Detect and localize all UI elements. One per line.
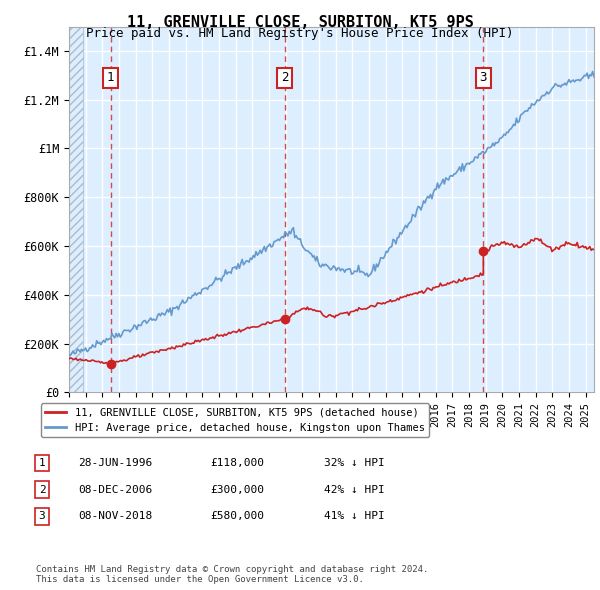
Text: 1: 1 bbox=[38, 458, 46, 468]
Text: 42% ↓ HPI: 42% ↓ HPI bbox=[324, 485, 385, 494]
Text: £300,000: £300,000 bbox=[210, 485, 264, 494]
Text: £580,000: £580,000 bbox=[210, 512, 264, 521]
Text: 28-JUN-1996: 28-JUN-1996 bbox=[78, 458, 152, 468]
Text: 2: 2 bbox=[281, 71, 288, 84]
Text: £118,000: £118,000 bbox=[210, 458, 264, 468]
Bar bbox=[69, 27, 83, 392]
Text: Price paid vs. HM Land Registry's House Price Index (HPI): Price paid vs. HM Land Registry's House … bbox=[86, 27, 514, 40]
Text: Contains HM Land Registry data © Crown copyright and database right 2024.
This d: Contains HM Land Registry data © Crown c… bbox=[36, 565, 428, 584]
Text: 3: 3 bbox=[479, 71, 487, 84]
Text: 1: 1 bbox=[107, 71, 114, 84]
Text: 41% ↓ HPI: 41% ↓ HPI bbox=[324, 512, 385, 521]
Legend: 11, GRENVILLE CLOSE, SURBITON, KT5 9PS (detached house), HPI: Average price, det: 11, GRENVILLE CLOSE, SURBITON, KT5 9PS (… bbox=[41, 404, 429, 437]
Bar bbox=[69, 27, 83, 392]
Text: 3: 3 bbox=[38, 512, 46, 521]
Text: 2: 2 bbox=[38, 485, 46, 494]
Text: 32% ↓ HPI: 32% ↓ HPI bbox=[324, 458, 385, 468]
Text: 08-DEC-2006: 08-DEC-2006 bbox=[78, 485, 152, 494]
Text: 11, GRENVILLE CLOSE, SURBITON, KT5 9PS: 11, GRENVILLE CLOSE, SURBITON, KT5 9PS bbox=[127, 15, 473, 30]
Text: 08-NOV-2018: 08-NOV-2018 bbox=[78, 512, 152, 521]
